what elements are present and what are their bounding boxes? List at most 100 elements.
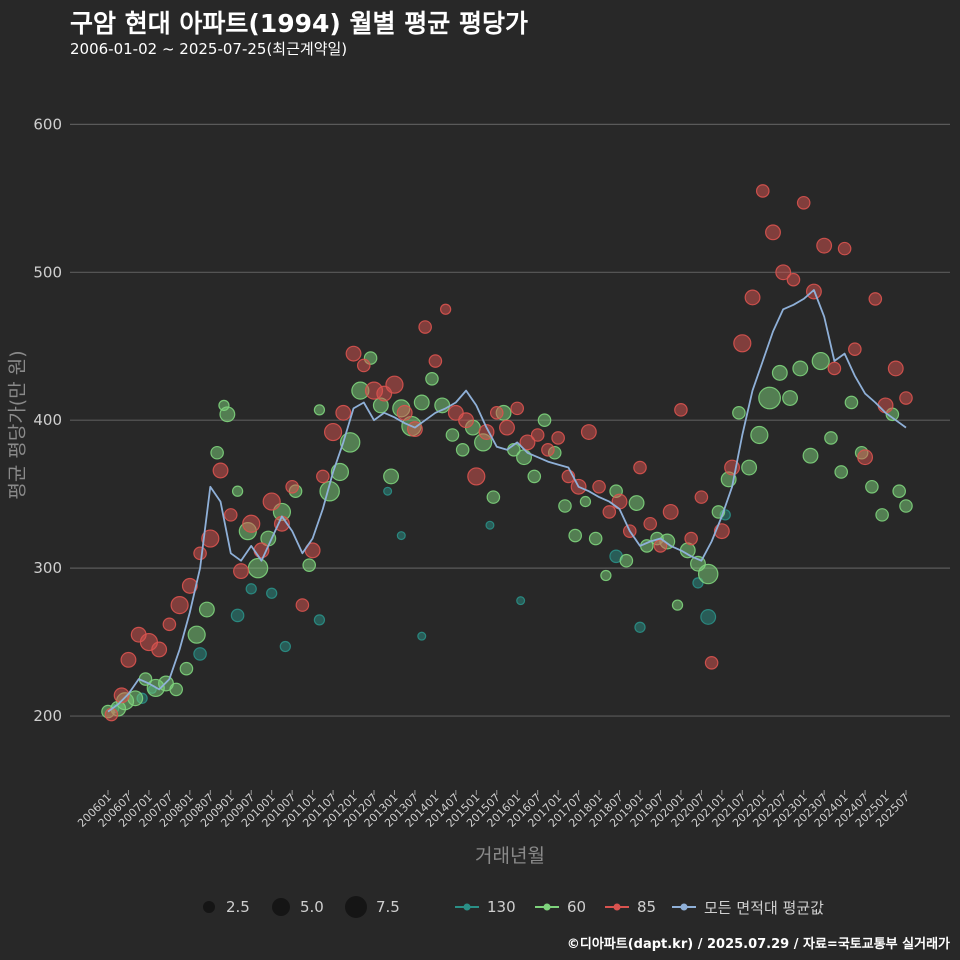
point-60-202403-73 [844,395,859,410]
point-60-201103-21 [313,404,326,416]
point-130-201901-15 [634,621,646,633]
point-85-202001-56 [674,403,688,417]
point-60-200903-14 [231,485,244,497]
point-85-201710-47 [580,424,597,440]
legend-size-medium: 5.0 [270,893,324,921]
point-85-201901-52 [633,460,647,475]
chart-title: 구암 현대 아파트(1994) 월별 평균 평당가 [70,9,528,38]
point-85-201804-49 [602,505,617,519]
point-130-201309-11 [417,631,427,641]
average-line [107,289,907,713]
legend-series-60: 60 [535,893,586,921]
chart-subtitle: 2006-01-02 ~ 2025-07-25(최근계약일) [70,40,348,58]
y-tick-300: 300 [33,559,62,577]
point-85-201007-18 [285,479,299,494]
point-85-201401-32 [428,354,443,368]
point-60-202112-64 [750,425,769,445]
point-130-201303-10 [396,531,406,541]
point-85-201404-33 [439,303,452,315]
point-85-201310-31 [418,320,432,334]
point-85-201604-41 [519,434,536,451]
point-60-201809-51 [619,553,634,568]
legend-series-85: 85 [605,893,656,921]
point-60-202203-65 [758,386,781,410]
point-60-201912-56 [671,599,684,611]
point-130-200804-3 [193,647,207,661]
point-85-201607-42 [530,428,545,442]
legend-size-small: 2.5 [200,893,250,921]
point-60-202412-76 [875,508,889,522]
point-85-200605-1 [113,687,130,704]
point-85-202210-67 [786,272,801,287]
point-60-201803-49 [600,569,612,582]
point-85-202307-70 [816,237,833,254]
point-85-201501-36 [467,467,486,486]
legend-series-average: 모든 면적대 평균값 [672,893,824,921]
point-85-200810-11 [212,462,229,479]
point-130-201211-9 [383,486,393,496]
average-line-group [107,289,907,713]
point-130-201001-6 [266,587,278,599]
point-60-202309-71 [824,431,838,445]
legend-series-85-label: 85 [637,898,657,916]
point-60-202212-68 [792,360,809,377]
point-60-200909-16 [247,557,269,579]
point-60-200712-8 [179,661,194,676]
point-85-202401-72 [837,241,852,256]
legend-series-average-label: 모든 면적대 평균값 [704,898,824,917]
x-axis-label: 거래년월 [475,845,545,867]
point-85-200804-9 [193,546,207,561]
x-tick-labels: 2006012006072007012007072008012008072009… [75,790,912,830]
y-tick-500: 500 [33,263,62,281]
y-tick-labels: 200 300 400 500 600 [33,115,62,725]
point-60-201312-32 [425,371,439,386]
grid-lines [70,123,950,717]
source-caption: ©디아파트(dapt.kr) / 2025.07.29 / 자료=국토교통부 실… [566,937,950,952]
point-60-201703-45 [558,499,572,513]
point-85-202410-75 [868,292,883,306]
point-60-202106-62 [732,406,746,420]
point-85-200607-2 [120,651,137,668]
y-tick-600: 600 [33,115,62,133]
point-85-201801-48 [592,479,606,494]
point-85-201410-35 [458,412,475,429]
y-tick-200: 200 [33,707,62,725]
legend-size-small-label: 2.5 [226,898,250,916]
point-85-202504-77 [887,360,904,377]
point-85-202501-76 [877,397,894,414]
legend-series-130-label: 130 [487,898,516,916]
point-85-202110-63 [744,289,761,306]
point-60-202409-75 [865,479,879,494]
point-60-201212-28 [383,468,400,485]
point-85-202407-74 [857,449,874,466]
point-85-202301-68 [796,195,811,210]
point-60-200806-10 [198,601,215,618]
point-60-202306-70 [811,351,830,371]
point-60-201609-43 [537,413,552,428]
point-85-201110-23 [335,404,352,421]
point-60-201606-42 [527,469,542,484]
point-85-200901-12 [223,508,238,522]
point-85-201904-53 [643,516,658,531]
point-130-200907-5 [245,583,257,595]
point-85-201107-22 [323,422,343,442]
point-60-201812-52 [628,495,645,511]
point-60-202109-63 [741,459,758,476]
point-130-201602-13 [516,596,526,606]
point-60-202505-78 [892,484,906,499]
legend-series-60-label: 60 [567,898,587,916]
legend-size-medium-label: 5.0 [300,898,324,916]
point-85-201201-24 [345,345,362,362]
point-85-201104-21 [316,469,330,484]
point-85-202204-65 [765,224,781,241]
point-85-202004-57 [684,531,698,546]
point-130-202009-17 [700,608,717,625]
legend-size-large: 7.5 [344,893,400,921]
point-60-201309-31 [413,394,430,411]
point-130-200903-4 [230,608,245,623]
point-60-202009-59 [697,563,719,585]
point-85-202404-73 [848,342,862,357]
point-60-201506-38 [486,490,501,504]
point-85-200707-6 [162,617,177,632]
